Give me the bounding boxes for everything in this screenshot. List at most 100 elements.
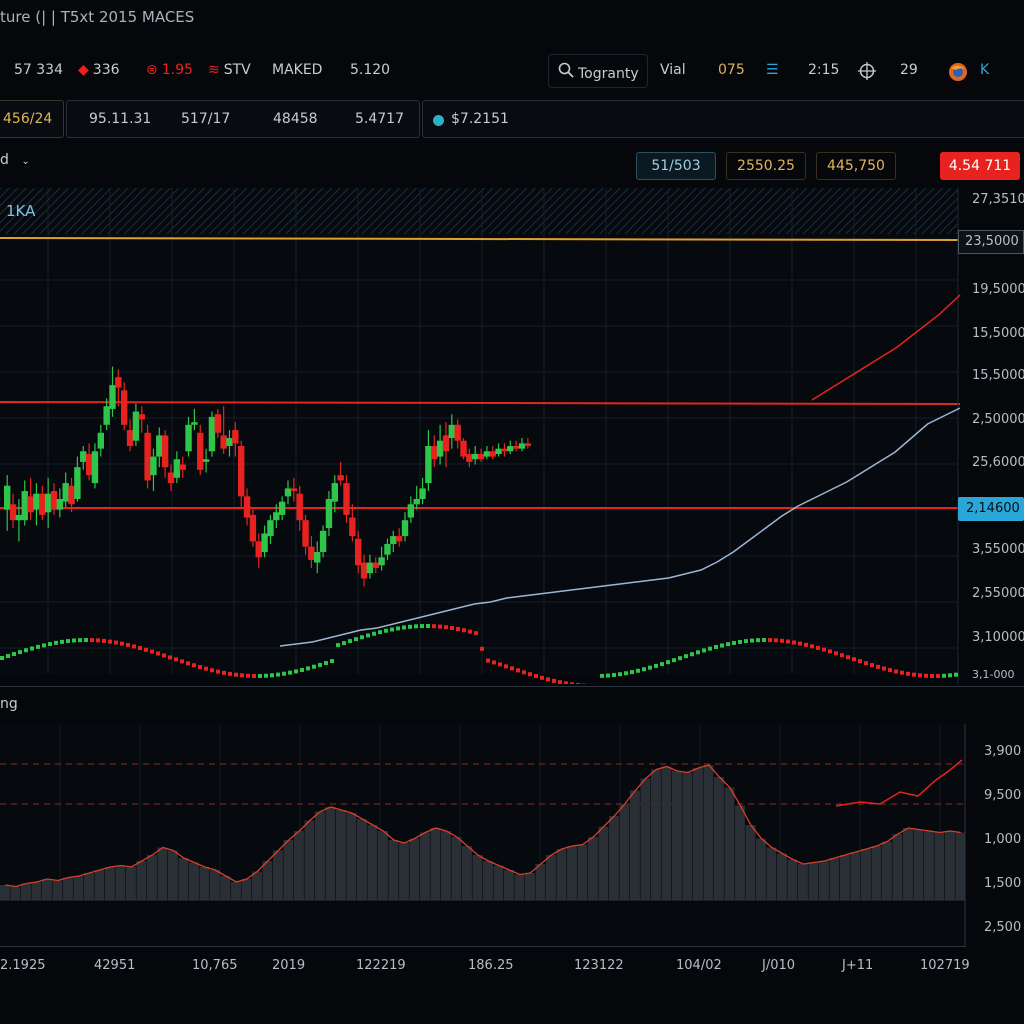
candle-body: [97, 432, 104, 449]
candlestick-series: [4, 366, 532, 587]
wave-point: [486, 658, 490, 663]
chip-3[interactable]: 445,750: [816, 152, 896, 180]
tab-3[interactable]: 48458: [273, 111, 318, 127]
search-box[interactable]: [548, 54, 648, 88]
chart-background: [0, 188, 958, 674]
crosshair-button[interactable]: [858, 62, 876, 84]
osc-bar: [598, 826, 609, 900]
toolbar-right-7[interactable]: K: [980, 62, 989, 78]
candle-body: [472, 453, 479, 460]
toolbar-right-7-label: K: [980, 62, 990, 78]
browser-button[interactable]: [948, 62, 968, 86]
candle-body: [290, 488, 298, 492]
wave-point: [888, 668, 892, 673]
tab-2[interactable]: 517/17: [181, 111, 231, 127]
wave-point: [102, 638, 106, 643]
wave-point: [720, 643, 724, 648]
toolbar-item-2[interactable]: ◆ 336: [78, 62, 120, 78]
search-button[interactable]: Togranty: [558, 62, 639, 82]
osc-bar: [735, 805, 745, 900]
candle-body: [255, 541, 262, 558]
main-chart[interactable]: 1KA: [0, 188, 1024, 684]
candle-body: [103, 406, 110, 425]
oscillator-chart[interactable]: [0, 724, 966, 946]
toolbar-right-3[interactable]: 2:15: [808, 62, 839, 78]
candle-body: [413, 499, 420, 505]
toolbar-item-6-label: 5.120: [350, 62, 391, 78]
toolbar-item-6[interactable]: 5.120: [350, 62, 390, 78]
ticker-tab[interactable]: $7.2151: [422, 100, 1024, 138]
wave-point: [312, 664, 316, 669]
wave-point: [948, 673, 952, 678]
candle-body: [512, 446, 520, 449]
osc-label-4: 1,500: [984, 876, 1022, 891]
toolbar-right-1[interactable]: 075: [718, 62, 745, 78]
toolbar-right-5[interactable]: 29: [900, 62, 918, 78]
osc-bar: [94, 870, 105, 900]
candle-body: [261, 533, 268, 552]
candle-body: [44, 493, 52, 513]
x-label-9: J/010: [762, 958, 796, 973]
toolbar-item-1[interactable]: 57 334: [14, 62, 63, 78]
tab-4[interactable]: 5.4717: [355, 111, 404, 127]
price-label-6: 2,50000: [972, 412, 1024, 427]
osc-bar: [42, 879, 52, 900]
osc-bar: [819, 861, 829, 900]
wave-point: [744, 639, 748, 644]
candle-body: [372, 562, 379, 568]
list-button[interactable]: ☰: [766, 62, 779, 78]
wave-point: [552, 678, 556, 683]
price-highlight-badge: 2,14600: [958, 497, 1024, 521]
resistance-line: [0, 401, 961, 405]
candle-body: [395, 536, 403, 542]
wave-point: [768, 638, 772, 643]
x-label-11: 102719: [920, 958, 970, 973]
chip-1[interactable]: 51/503: [636, 152, 716, 180]
toolbar: 57 334 ◆ 336 ⊜ 1.95 ≋ STV MAKED 5.120 Togra…: [0, 52, 1024, 90]
search-icon: [558, 62, 574, 82]
osc-bar: [73, 876, 84, 900]
chip-2[interactable]: 2550.25: [726, 152, 806, 180]
wave-point: [474, 631, 478, 636]
candle-body: [197, 432, 204, 470]
panel-header[interactable]: d ⌄: [0, 152, 30, 168]
candle-body: [325, 499, 333, 529]
tab-active[interactable]: 456/24: [0, 100, 64, 138]
wave-point: [912, 672, 916, 677]
wave-point: [270, 673, 274, 678]
wave-point: [84, 638, 88, 643]
wave-point: [336, 643, 340, 648]
candle-body: [185, 424, 192, 452]
toolbar-item-5[interactable]: MAKED: [272, 62, 322, 78]
wave-point: [390, 627, 394, 632]
candle-body: [109, 385, 116, 409]
candle-body: [343, 483, 350, 515]
red-trend-line: [811, 294, 961, 401]
candle-body: [21, 491, 28, 521]
osc-bar: [945, 831, 955, 900]
candle-body: [384, 544, 391, 555]
toolbar-item-4[interactable]: ≋ STV: [208, 62, 251, 78]
candle-body: [220, 435, 227, 449]
wave-point: [426, 624, 430, 629]
wave-point: [666, 660, 670, 665]
wave-point: [600, 673, 604, 678]
price-label-11: 3,10000: [972, 630, 1024, 645]
chip-4[interactable]: 4.54 711: [940, 152, 1020, 180]
wave-point: [840, 653, 844, 658]
osc-bar: [409, 838, 420, 900]
price-label-8: 2,14600: [966, 501, 1020, 516]
view-button[interactable]: Vial: [660, 62, 686, 78]
wave-point: [384, 628, 388, 633]
wave-point: [108, 639, 112, 644]
toolbar-item-3[interactable]: ⊜ 1.95: [146, 62, 193, 78]
candle-body: [74, 467, 81, 499]
tab-1[interactable]: 95.11.31: [89, 111, 152, 127]
wave-point: [654, 663, 658, 668]
osc-bar: [493, 865, 504, 900]
candle-body: [179, 464, 186, 470]
candle-body: [378, 557, 385, 566]
osc-label-1: 3,900: [984, 744, 1022, 759]
wave-point: [378, 630, 382, 635]
candle-body: [56, 499, 64, 510]
